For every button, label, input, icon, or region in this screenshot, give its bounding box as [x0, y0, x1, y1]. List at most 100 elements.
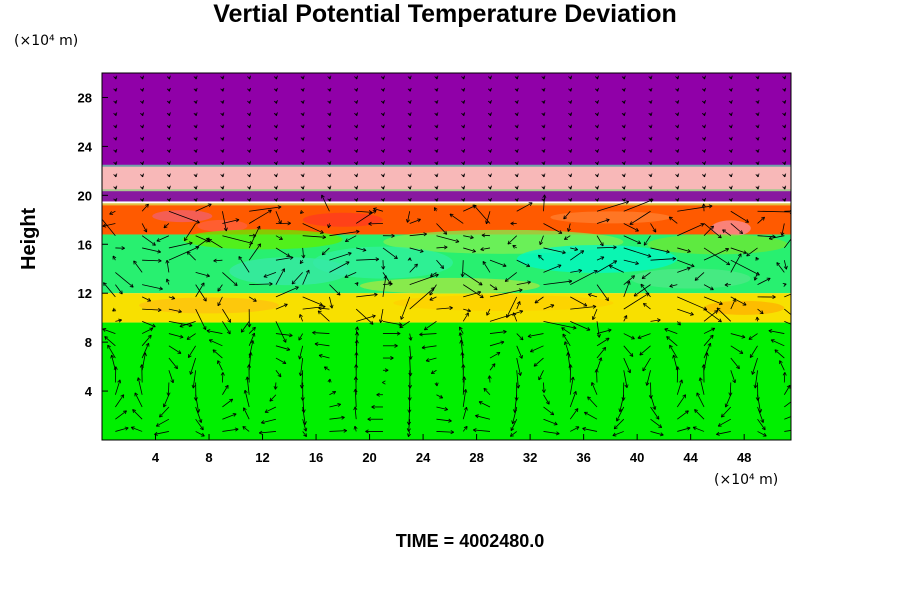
vector-arrow-head: [467, 308, 471, 313]
vector-arrow-head: [327, 173, 332, 178]
vector-arrow: [703, 225, 714, 236]
vector-arrow-head: [186, 336, 191, 340]
vector-arrow: [133, 260, 143, 273]
vector-arrow: [195, 272, 210, 277]
vector-arrow: [222, 272, 238, 286]
vector-arrow: [409, 263, 418, 273]
vector-arrow: [436, 235, 460, 243]
vector-arrow-head: [584, 411, 588, 416]
color-patch-10: [229, 257, 350, 286]
vector-arrow-head: [434, 273, 439, 278]
vector-arrow-head: [273, 136, 278, 141]
vector-arrow-head: [300, 173, 305, 178]
vector-arrow-head: [407, 124, 412, 129]
vector-arrow-head: [140, 124, 145, 129]
vector-arrow-head: [193, 197, 198, 202]
vector-arrow: [141, 334, 152, 347]
x-tick-label: 12: [255, 450, 269, 465]
vector-arrow-head: [635, 227, 639, 232]
vector-arrow-head: [166, 75, 171, 80]
vector-arrow-head: [327, 148, 332, 153]
vector-arrow: [730, 296, 747, 306]
vector-arrow-head: [568, 112, 573, 117]
vector-arrow-head: [408, 372, 413, 377]
vector-arrow-head: [807, 286, 810, 289]
vector-arrow-head: [300, 210, 304, 214]
vector-arrow-head: [166, 197, 171, 202]
vector-arrow-head: [728, 112, 733, 117]
vector-arrow-head: [199, 426, 204, 431]
vector-arrow-head: [458, 332, 463, 337]
vector-arrow-head: [353, 425, 358, 430]
vector-arrow-head: [648, 197, 653, 202]
vector-arrow-head: [235, 218, 240, 223]
vector-arrow-head: [140, 75, 145, 80]
vector-arrow: [623, 259, 639, 265]
vector-arrow: [692, 426, 705, 432]
vector-arrow-head: [782, 185, 787, 190]
vector-arrow-head: [755, 161, 760, 165]
vector-arrow-head: [193, 124, 198, 129]
vector-arrow-head: [478, 401, 483, 405]
vector-arrow-head: [648, 173, 653, 178]
vector-arrow-head: [156, 238, 161, 242]
vector-arrow-head: [220, 87, 225, 92]
vector-arrow-head: [755, 136, 760, 141]
vector-arrow-head: [648, 185, 653, 190]
vector-arrow: [222, 219, 240, 224]
x-axis-unit: (×10⁴ m): [714, 472, 779, 488]
vector-arrow-head: [701, 148, 706, 153]
vector-arrow: [703, 343, 711, 359]
vector-arrow: [640, 283, 651, 298]
vector-arrow-head: [147, 334, 152, 339]
vector-arrow: [408, 419, 411, 432]
vector-arrow-head: [749, 354, 754, 358]
vector-arrow: [677, 296, 707, 311]
plot-frame: [101, 72, 792, 441]
vector-arrow: [482, 261, 491, 273]
vector-arrow: [163, 223, 170, 229]
vector-arrow: [355, 332, 358, 346]
vector-arrow-head: [612, 432, 617, 437]
vector-arrow: [596, 347, 606, 359]
vector-arrow-head: [376, 392, 380, 397]
vector-arrow-head: [514, 161, 519, 165]
vector-arrow: [543, 320, 577, 329]
vector-arrow-head: [509, 433, 514, 437]
vector-arrow: [190, 357, 197, 375]
vector-arrow-head: [247, 148, 252, 153]
vector-arrow-head: [286, 253, 291, 257]
vector-arrow-head: [720, 413, 725, 418]
vector-arrow: [168, 320, 193, 327]
vector-arrow: [784, 320, 791, 325]
vector-arrow-head: [140, 136, 145, 141]
vector-arrow-head: [527, 280, 531, 285]
vector-arrow: [481, 234, 491, 237]
vector-arrow-head: [419, 332, 423, 337]
vector-arrow-head: [382, 380, 386, 385]
vector-arrow: [784, 293, 791, 298]
vector-arrow-head: [247, 87, 252, 92]
vector-arrow-head: [487, 112, 492, 117]
y-tick-label: 20: [78, 188, 92, 203]
vector-arrow: [264, 406, 277, 413]
x-tick-label: 16: [309, 450, 323, 465]
vector-arrow-head: [500, 340, 505, 345]
vector-arrow: [516, 202, 533, 212]
vector-arrow: [584, 411, 598, 420]
vector-arrow: [512, 406, 518, 424]
vector-arrow-head: [187, 354, 192, 358]
vector-arrow-head: [273, 75, 278, 80]
vector-arrow-head: [487, 75, 492, 80]
vector-arrow: [459, 326, 464, 334]
vector-arrow: [425, 357, 437, 362]
vector-arrow-head: [711, 327, 716, 332]
vector-arrow-head: [514, 148, 519, 153]
vector-arrow: [115, 319, 122, 322]
vector-arrow-head: [780, 232, 785, 236]
vector-arrow: [774, 349, 785, 359]
vector-arrow-head: [605, 297, 609, 302]
vector-arrow-head: [145, 203, 149, 208]
vector-arrow-head: [528, 202, 533, 206]
vector-arrow: [242, 426, 250, 432]
